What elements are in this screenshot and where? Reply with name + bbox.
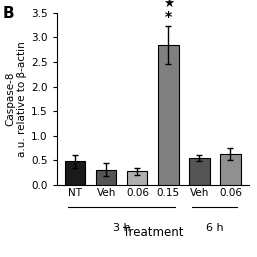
Y-axis label: Caspase-8
a.u. relative to β-actin: Caspase-8 a.u. relative to β-actin: [5, 41, 27, 157]
X-axis label: Treatment: Treatment: [123, 226, 183, 238]
Bar: [96, 170, 116, 185]
Bar: [65, 161, 86, 185]
Bar: [158, 45, 179, 185]
Bar: [220, 154, 241, 185]
Text: B: B: [3, 6, 14, 21]
Text: *: *: [165, 10, 172, 24]
Bar: [189, 158, 209, 185]
Bar: [127, 171, 148, 185]
Text: 3 h: 3 h: [113, 223, 131, 233]
Text: 6 h: 6 h: [206, 223, 224, 233]
Text: ★: ★: [163, 0, 174, 10]
